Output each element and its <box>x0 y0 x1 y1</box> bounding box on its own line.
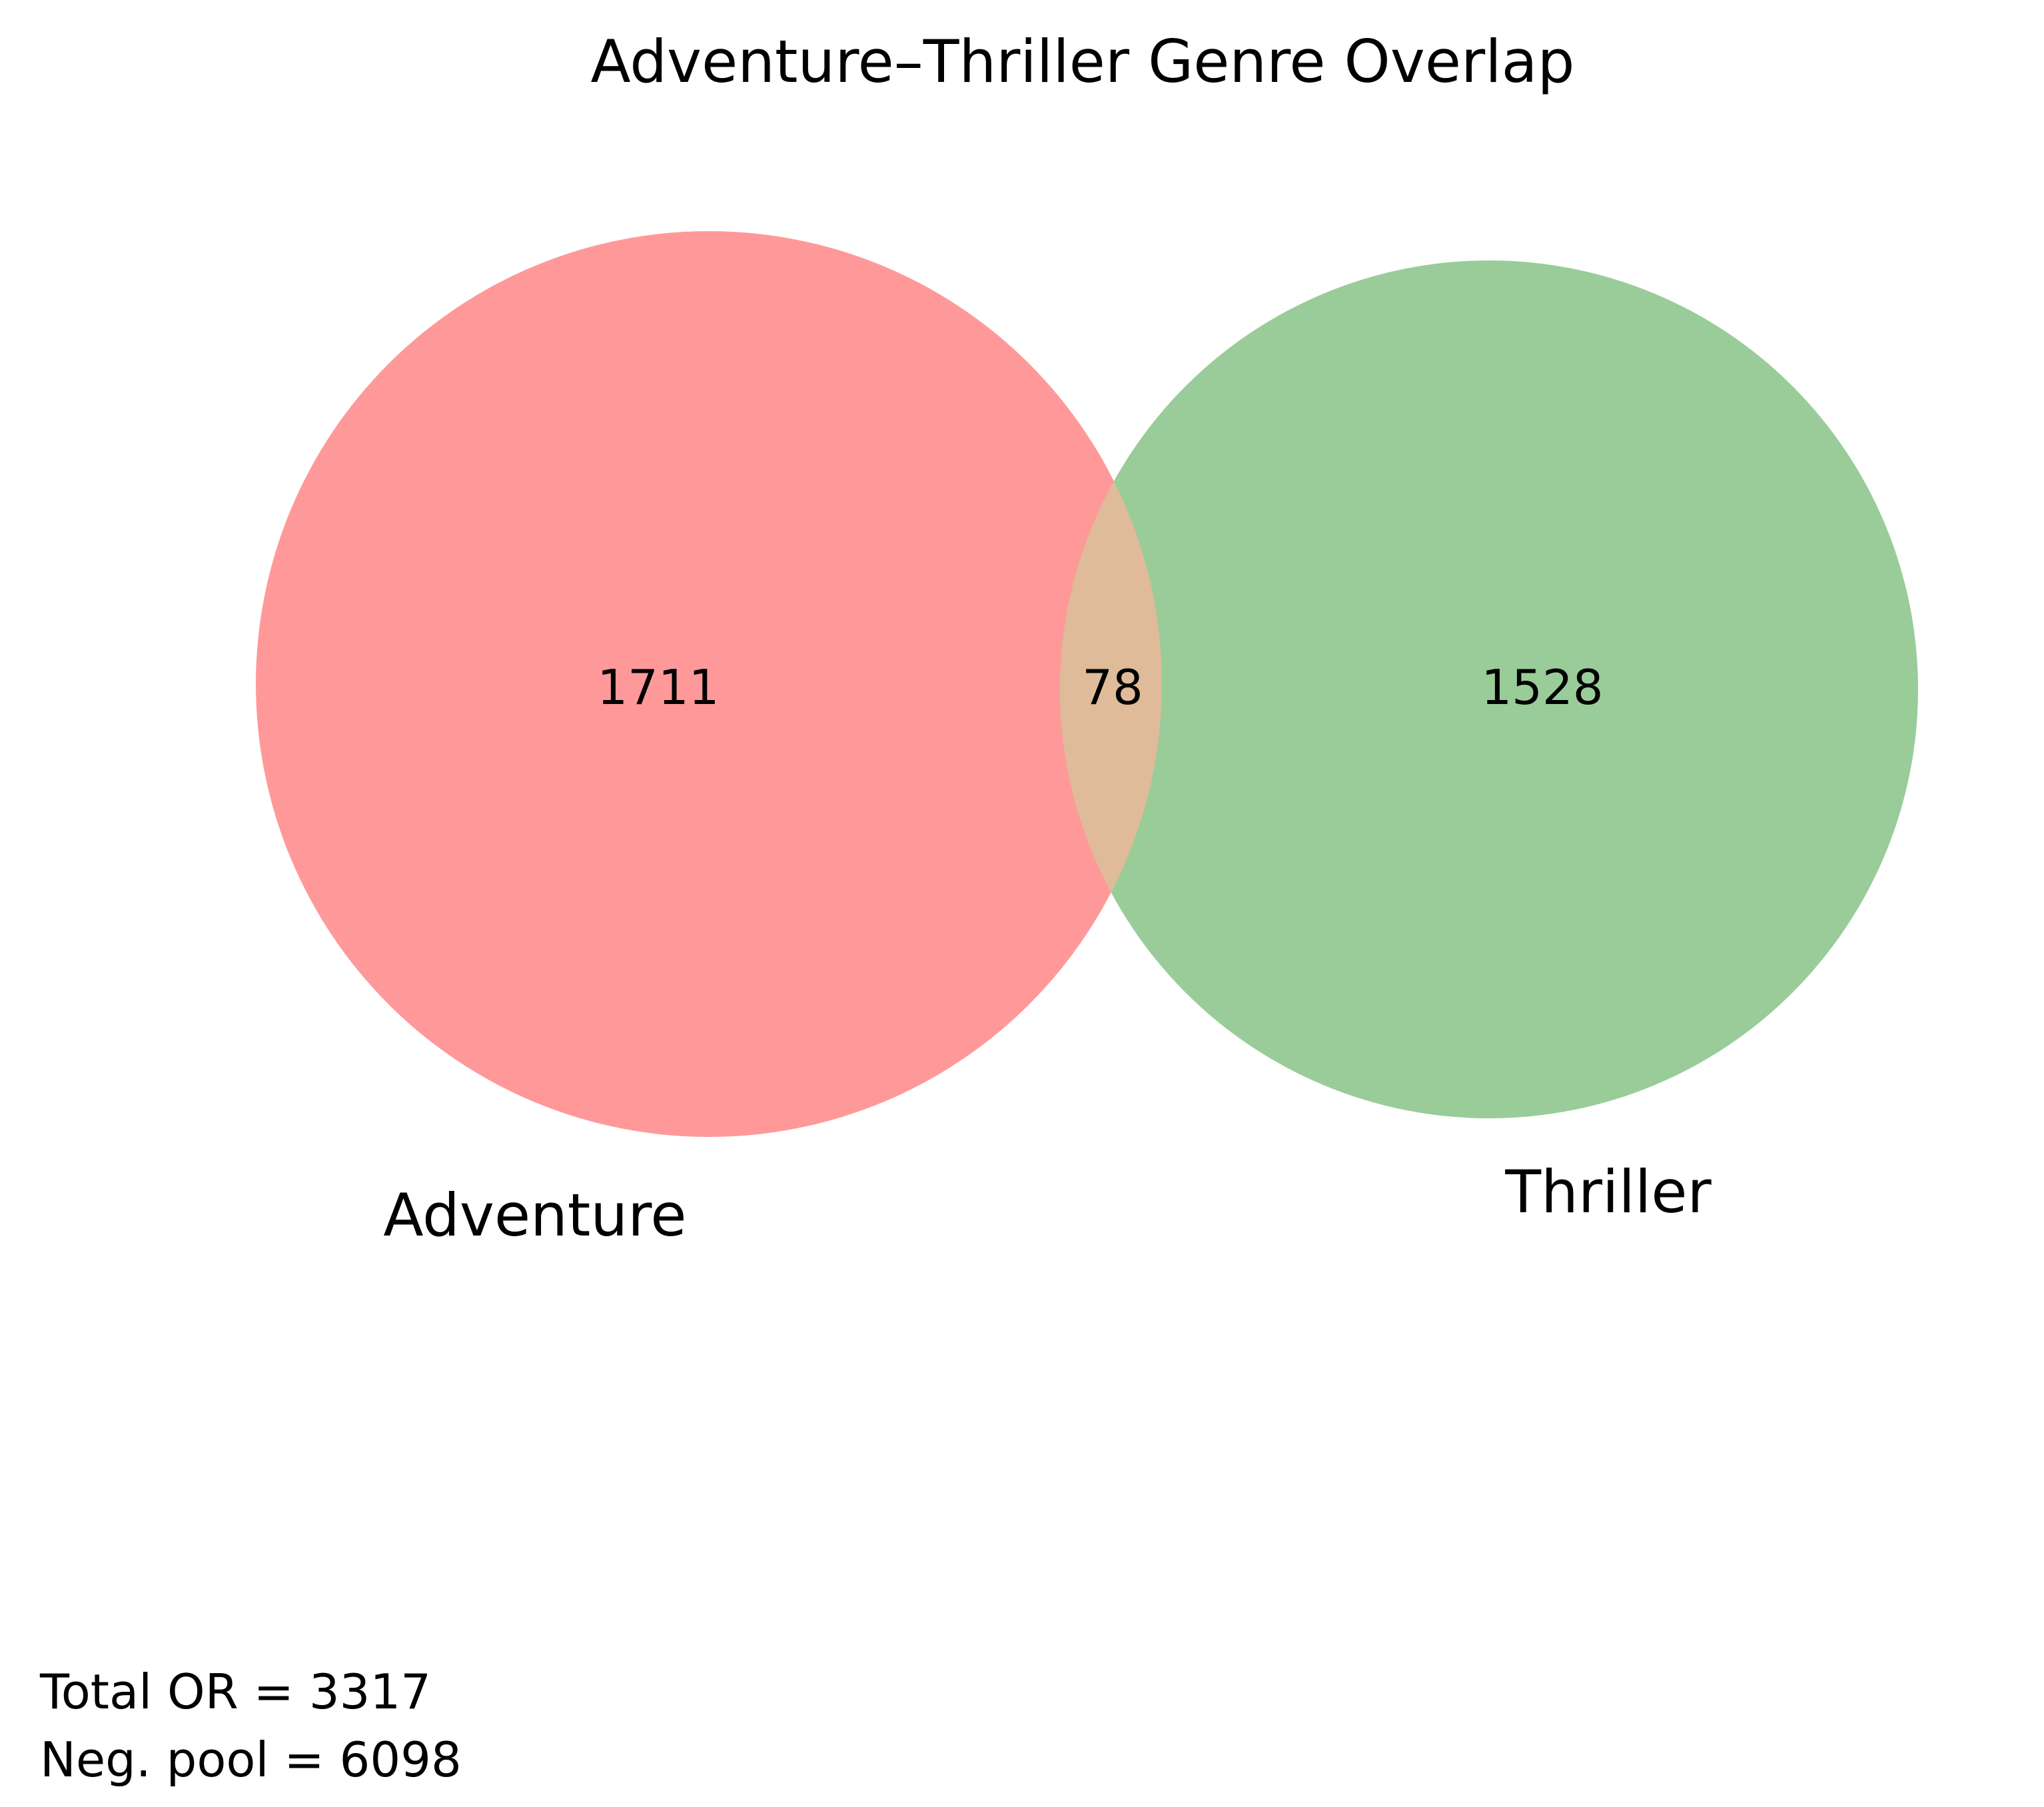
thriller-circle <box>1060 260 1918 1118</box>
adventure-set-label: Adventure <box>383 1181 686 1250</box>
thriller-set-label: Thriller <box>1504 1158 1712 1226</box>
footnote-total: Total OR = 3317 <box>39 1664 431 1720</box>
adventure-only-count: 1711 <box>597 659 719 715</box>
footnote-neg-pool: Neg. pool = 6098 <box>40 1732 462 1788</box>
adventure-circle <box>256 231 1162 1137</box>
intersection-count: 78 <box>1082 659 1143 715</box>
thriller-only-count: 1528 <box>1481 659 1603 715</box>
chart-title: Adventure–Thriller Genre Overlap <box>591 27 1575 96</box>
